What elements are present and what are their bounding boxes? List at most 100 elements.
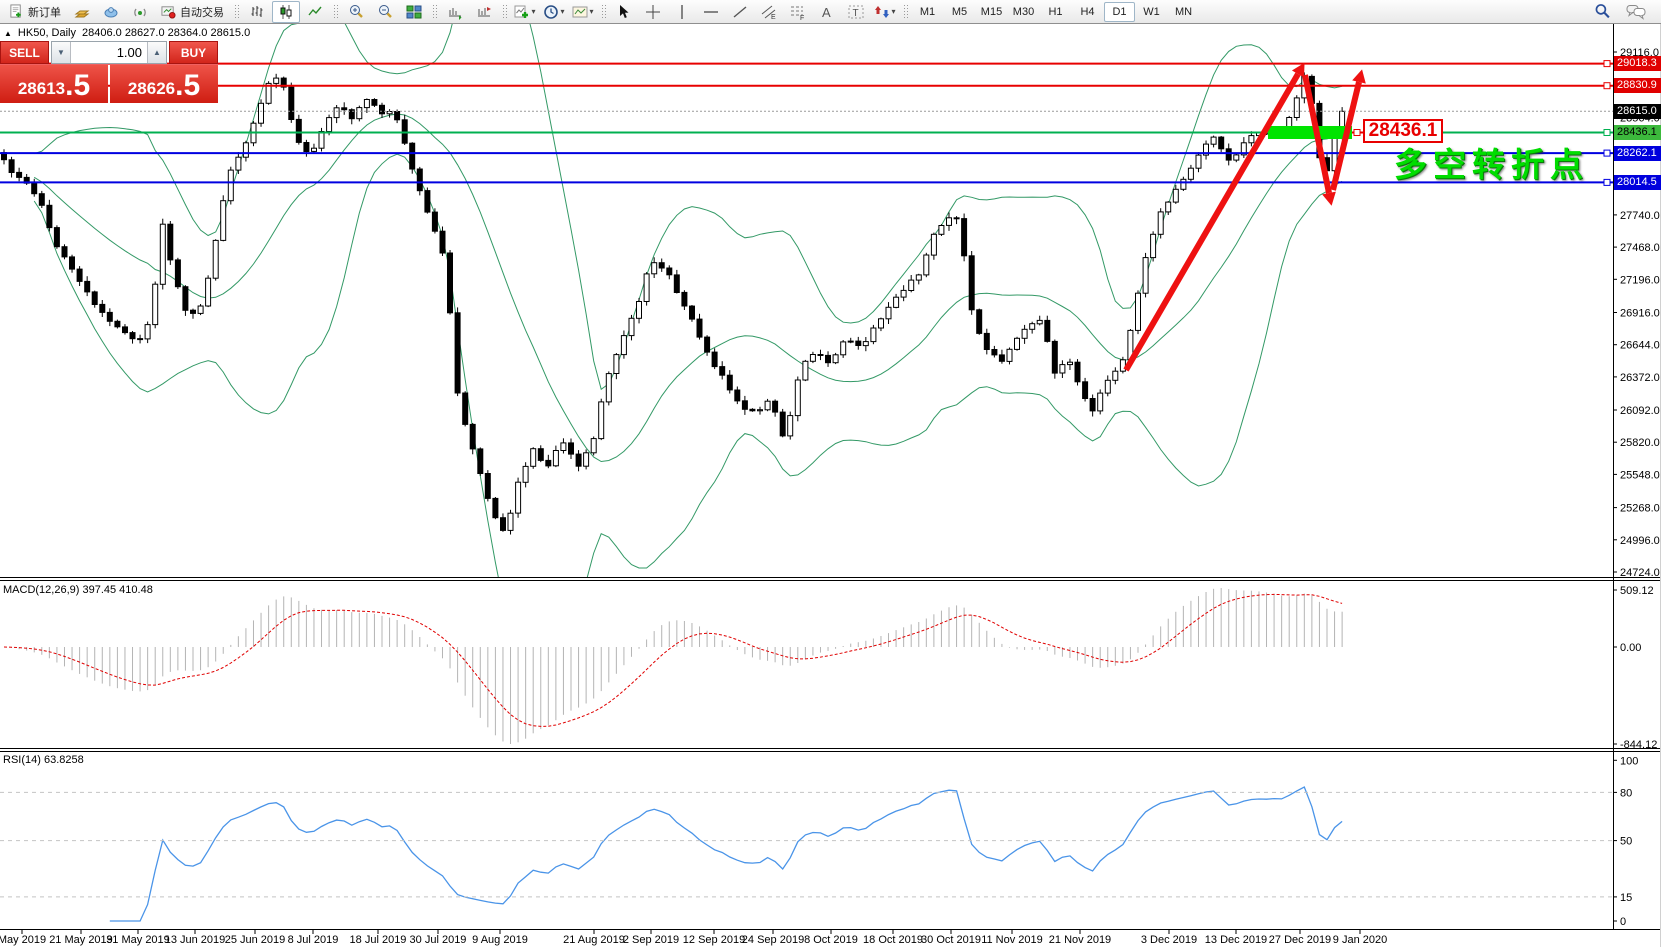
- price-badge-28615.0: 28615.0: [1614, 104, 1661, 119]
- trend-arrow[interactable]: [1330, 81, 1362, 191]
- price-badge-28436.1: 28436.1: [1614, 125, 1661, 140]
- line-chart-button[interactable]: [301, 1, 329, 23]
- candle: [923, 254, 930, 276]
- timeframe-mn-button[interactable]: MN: [1168, 2, 1199, 22]
- template-icon: [572, 6, 588, 17]
- price-callout-label[interactable]: 28436.1: [1363, 119, 1443, 143]
- timeframe-m5-button[interactable]: M5: [944, 2, 975, 22]
- toolbar-separator: [502, 3, 507, 20]
- rsi-line: [109, 786, 1343, 922]
- candle: [530, 448, 537, 467]
- text-button[interactable]: A: [813, 1, 841, 23]
- ohlc-values: 28406.0 28627.0 28364.0 28615.0: [82, 27, 251, 39]
- candle: [1180, 178, 1187, 190]
- fibonacci-button[interactable]: F: [784, 1, 812, 23]
- community-button[interactable]: [97, 1, 125, 23]
- candle: [583, 452, 590, 467]
- timeframe-m1-button[interactable]: M1: [912, 2, 943, 22]
- indicators-button[interactable]: ▾: [511, 1, 539, 23]
- chart-shift-button[interactable]: [470, 1, 498, 23]
- bar-chart-button[interactable]: [243, 1, 271, 23]
- candle: [711, 351, 718, 368]
- new-order-button[interactable]: 新订单: [3, 2, 67, 22]
- vertical-line-button[interactable]: [668, 1, 696, 23]
- candle: [1195, 154, 1202, 169]
- candle: [326, 117, 333, 132]
- candle: [847, 340, 854, 343]
- volume-increase-button[interactable]: ▲: [147, 42, 166, 63]
- candle: [447, 252, 453, 314]
- tile-windows-button[interactable]: [400, 1, 428, 23]
- trend-arrow-head: [1352, 69, 1366, 84]
- candle: [825, 354, 831, 364]
- candle: [439, 230, 446, 254]
- toolbar-separator: [333, 3, 338, 20]
- candle: [946, 217, 952, 226]
- crosshair-button[interactable]: [639, 1, 667, 23]
- equidistant-channel-button[interactable]: E: [755, 1, 783, 23]
- green-highlight-box[interactable]: [1268, 126, 1352, 139]
- timeframe-m15-button[interactable]: M15: [976, 2, 1007, 22]
- horizontal-line-button[interactable]: [697, 1, 725, 23]
- trend-arrow[interactable]: [1123, 72, 1301, 372]
- trend-arrow[interactable]: [1302, 74, 1332, 194]
- candle: [416, 168, 423, 192]
- timeframe-h1-button[interactable]: H1: [1040, 2, 1071, 22]
- gold-profile-icon: [74, 10, 90, 17]
- templates-button[interactable]: ▾: [569, 1, 597, 23]
- buy-price-box[interactable]: 28626.5: [110, 65, 218, 103]
- search-icon: [1595, 4, 1610, 19]
- volume-input[interactable]: [71, 42, 147, 63]
- horizontal-line-icon: [704, 10, 718, 13]
- bar-chart-icon: [251, 5, 263, 17]
- candle: [560, 442, 567, 451]
- candle: [31, 182, 38, 195]
- volume-decrease-button[interactable]: ▼: [52, 42, 71, 63]
- candlestick-chart-button[interactable]: [272, 0, 300, 23]
- cursor-button[interactable]: [610, 1, 638, 23]
- auto-scroll-button[interactable]: [441, 1, 469, 23]
- chat-button[interactable]: [1622, 1, 1650, 23]
- timeframe-d1-button[interactable]: D1: [1104, 1, 1135, 22]
- autotrading-button[interactable]: 自动交易: [155, 2, 230, 22]
- candle: [348, 109, 355, 120]
- zoom-in-button[interactable]: [342, 1, 370, 23]
- sell-button[interactable]: SELL: [0, 41, 49, 64]
- zoom-out-button[interactable]: [371, 1, 399, 23]
- candle: [666, 267, 673, 276]
- timeframe-h4-button[interactable]: H4: [1072, 2, 1103, 22]
- timeframe-w1-button[interactable]: W1: [1136, 2, 1167, 22]
- line-chart-icon: [308, 6, 322, 15]
- sell-price-box[interactable]: 28613.5: [0, 65, 108, 103]
- candle: [122, 326, 128, 334]
- date-tick-label: 13 Jun 2019: [165, 934, 226, 946]
- trendline-button[interactable]: [726, 1, 754, 23]
- candle: [552, 450, 559, 467]
- profiles-button[interactable]: [68, 1, 96, 23]
- signals-button[interactable]: [126, 1, 154, 23]
- candle: [220, 200, 227, 241]
- candle: [915, 274, 922, 281]
- candle: [598, 401, 605, 440]
- candle: [998, 354, 1005, 362]
- candle: [605, 373, 612, 403]
- text-label-button[interactable]: T: [842, 1, 870, 23]
- arrows-button[interactable]: ▾: [871, 1, 899, 23]
- candle: [16, 171, 23, 178]
- date-tick-label: 21 May 2019: [49, 934, 113, 946]
- timeframe-m30-button[interactable]: M30: [1008, 2, 1039, 22]
- candle: [205, 277, 212, 307]
- candle: [137, 338, 144, 341]
- buy-button[interactable]: BUY: [169, 41, 218, 64]
- symbol-info: ▲ HK50, Daily 28406.0 28627.0 28364.0 28…: [4, 27, 250, 39]
- candle: [764, 400, 771, 411]
- search-button[interactable]: [1588, 1, 1616, 23]
- rsi-pane: [0, 786, 1613, 922]
- periods-button[interactable]: ▾: [540, 1, 568, 23]
- candle: [757, 409, 763, 412]
- candle: [620, 335, 627, 356]
- candle: [212, 239, 219, 279]
- rsi-axis-label: 15: [1620, 892, 1632, 904]
